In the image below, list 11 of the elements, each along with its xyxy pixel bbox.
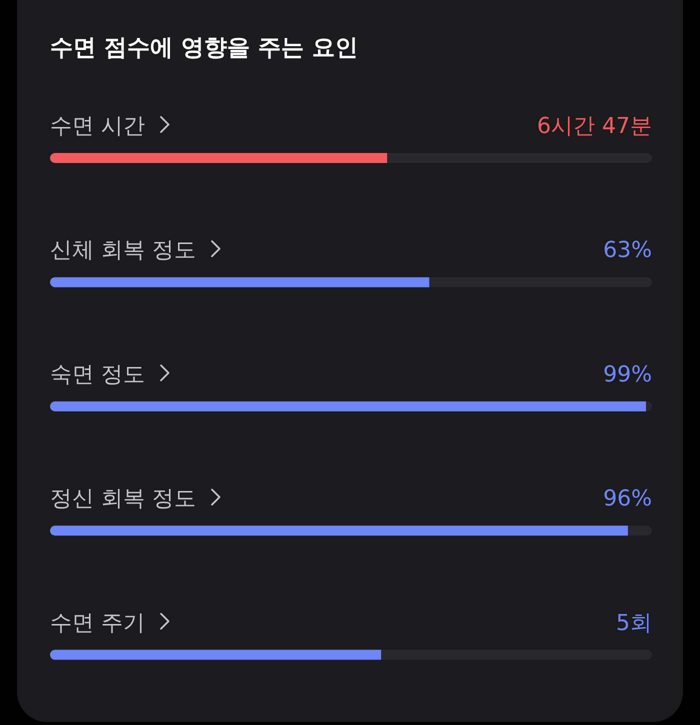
title: 수면 점수에 영향을 주는 요인 — [50, 35, 358, 61]
value-label: 63% — [603, 238, 652, 264]
annotation: 5회 — [616, 610, 652, 636]
category-label: 수면 시간 — [50, 114, 145, 139]
value-label: 99% — [603, 362, 652, 388]
value-label: 96% — [603, 486, 652, 512]
category-label: 숙면 정도 — [50, 362, 145, 388]
annotation: 6시간 47분 — [537, 114, 652, 139]
category-label: 정신 회복 정도 — [50, 486, 196, 512]
category-label: 신체 회복 정도 — [50, 238, 196, 264]
category-label: 수면 주기 — [50, 610, 145, 636]
